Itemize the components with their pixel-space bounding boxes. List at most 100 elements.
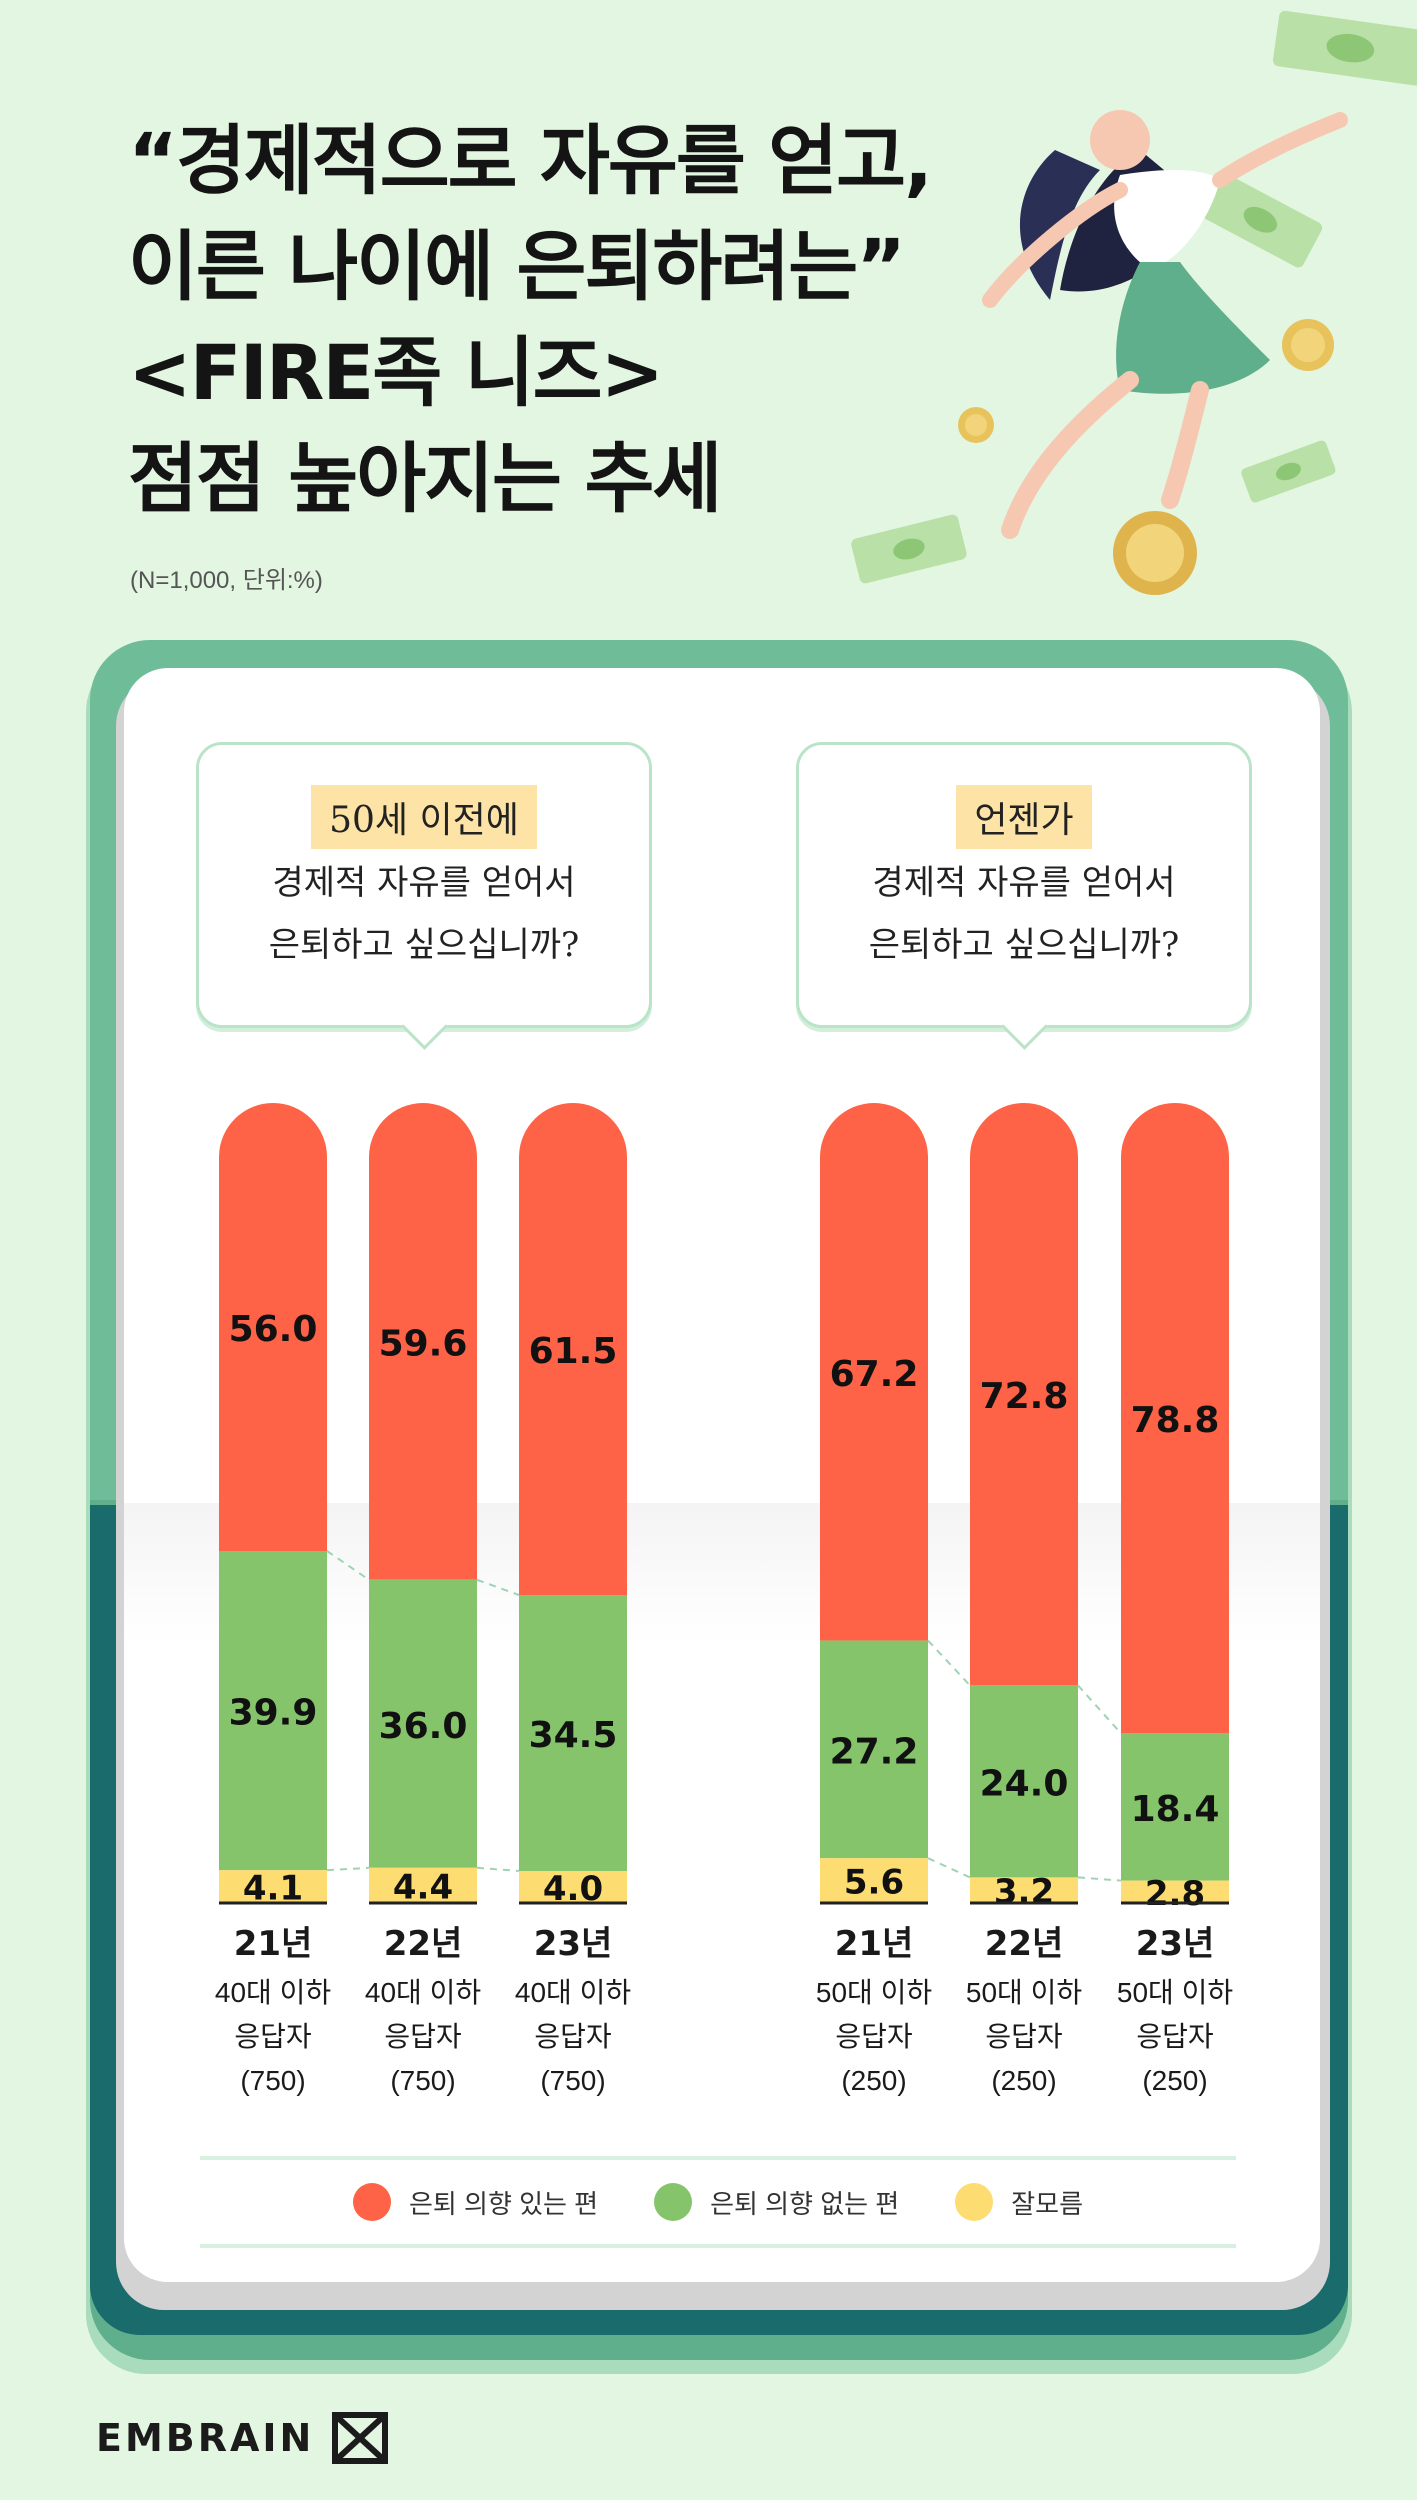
legend-label: 잘모름: [1011, 2188, 1083, 2219]
category-label: 응답자: [234, 2021, 311, 2052]
brand-name: EMBRAIN: [96, 2416, 315, 2460]
category-label: (750): [540, 2065, 605, 2096]
bar-segment-unsure: [820, 1858, 928, 1903]
question-line-2: 은퇴하고 싶으십니까?: [868, 925, 1180, 965]
data-label: 72.8: [980, 1376, 1069, 1417]
bar-segment-yes: [519, 1103, 627, 1595]
data-label: 4.4: [393, 1867, 453, 1907]
trend-connector: [1077, 1684, 1122, 1735]
category-label: 40대 이하: [215, 1977, 331, 2008]
bar-segment-yes: [369, 1103, 477, 1580]
legend-swatch-no: [654, 2183, 693, 2221]
category-label: 응답자: [835, 2021, 912, 2052]
legend-divider: [200, 2156, 1236, 2160]
bar-segment-no: [369, 1579, 477, 1868]
category-label: 23년: [534, 1924, 613, 1964]
category-label: 50대 이하: [1117, 1977, 1233, 2008]
category-label: 21년: [835, 1924, 914, 1964]
data-label: 56.0: [229, 1309, 318, 1350]
category-label: 응답자: [384, 2021, 461, 2052]
woman-figure-icon: [982, 110, 1348, 539]
legend-swatch-unsure: [955, 2183, 994, 2221]
category-label: 40대 이하: [365, 1977, 481, 2008]
legend-swatch-yes: [352, 2183, 391, 2221]
data-label: 18.4: [1131, 1789, 1220, 1830]
category-label: (250): [1142, 2065, 1207, 2096]
category-label: 응답자: [534, 2021, 611, 2052]
data-label: 59.6: [379, 1323, 468, 1364]
category-label: (750): [240, 2065, 305, 2096]
category-label: 응답자: [1136, 2021, 1213, 2052]
legend-item-no: 은퇴 의향 없는 편: [654, 2183, 899, 2221]
category-label: 응답자: [985, 2021, 1062, 2052]
trend-connector: [476, 1866, 520, 1872]
data-label: 27.2: [830, 1731, 919, 1772]
legend-label: 은퇴 의향 있는 편: [408, 2188, 599, 2219]
trend-connector: [1077, 1876, 1122, 1882]
legend-item-unsure: 잘모름: [955, 2183, 1083, 2221]
brand-logo: EMBRAIN: [96, 2412, 389, 2464]
category-label: 40대 이하: [515, 1977, 631, 2008]
category-label: 50대 이하: [966, 1977, 1082, 2008]
legend-divider: [200, 2244, 1236, 2248]
money-bill-icon: [1198, 172, 1323, 268]
bar-segment-no: [519, 1595, 627, 1871]
data-label: 78.8: [1131, 1400, 1220, 1441]
sample-note: (N=1,000, 단위:%): [130, 567, 323, 594]
bar-segment-unsure: [1121, 1880, 1229, 1903]
data-label: 3.2: [994, 1872, 1054, 1912]
embrain-mark-icon: [332, 2412, 389, 2464]
money-bill-icon: [1272, 10, 1417, 86]
question-highlight: 50세 이전에: [311, 785, 537, 849]
data-label: 39.9: [229, 1693, 318, 1734]
legend: 은퇴 의향 있는 편 은퇴 의향 없는 편 잘모름: [200, 2170, 1236, 2234]
title-line-3: <FIRE족 니즈>: [128, 328, 664, 417]
bar-segment-yes: [1121, 1103, 1229, 1734]
coin-icon: [958, 319, 1334, 595]
question-line-1: 경제적 자유를 얻어서: [272, 863, 576, 903]
data-label: 24.0: [980, 1763, 1069, 1804]
category-label: 22년: [985, 1924, 1064, 1964]
bar-segment-unsure: [519, 1871, 627, 1903]
data-label: 67.2: [830, 1354, 919, 1395]
bar-segment-no: [970, 1685, 1078, 1878]
category-label: 21년: [234, 1924, 313, 1964]
trend-connector: [927, 1857, 971, 1879]
category-label: 50대 이하: [816, 1977, 932, 2008]
question-line-1: 경제적 자유를 얻어서: [872, 863, 1176, 903]
money-bill-icon: [1241, 440, 1336, 503]
trend-connector: [326, 1550, 370, 1581]
question-line-2: 은퇴하고 싶으십니까?: [268, 925, 580, 965]
category-label: 23년: [1136, 1924, 1215, 1964]
data-label: 2.8: [1145, 1874, 1205, 1914]
bar-segment-unsure: [970, 1877, 1078, 1903]
bar-segment-no: [1121, 1733, 1229, 1881]
category-label: 22년: [384, 1924, 463, 1964]
bar-segment-unsure: [369, 1867, 477, 1903]
bar-segment-unsure: [219, 1870, 327, 1903]
trend-connector: [326, 1866, 370, 1872]
trend-connector: [476, 1578, 520, 1596]
bar-segment-yes: [820, 1103, 928, 1641]
trend-connector: [927, 1639, 971, 1687]
category-label: (250): [841, 2065, 906, 2096]
question-bubble-right: 언젠가 경제적 자유를 얻어서 은퇴하고 싶으십니까?: [796, 742, 1252, 1028]
bar-segment-no: [820, 1640, 928, 1859]
data-label: 61.5: [529, 1331, 618, 1372]
category-label: (250): [991, 2065, 1056, 2096]
data-label: 36.0: [379, 1706, 468, 1747]
title-line-2: 이른 나이에 은퇴하려는”: [128, 222, 906, 311]
data-label: 5.6: [844, 1863, 904, 1903]
title-line-1: “경제적으로 자유를 얻고,: [128, 116, 933, 205]
data-label: 34.5: [529, 1715, 618, 1756]
question-highlight: 언젠가: [956, 785, 1092, 849]
money-bill-icon: [851, 514, 967, 584]
bar-segment-yes: [219, 1103, 327, 1551]
page-title: “경제적으로 자유를 얻고, 이른 나이에 은퇴하려는” <FIRE족 니즈> …: [128, 108, 1028, 532]
legend-label: 은퇴 의향 없는 편: [710, 2188, 900, 2219]
category-label: (750): [390, 2065, 455, 2096]
title-line-4: 점점 높아지는 추세: [128, 434, 722, 523]
legend-item-yes: 은퇴 의향 있는 편: [352, 2183, 599, 2221]
bar-segment-no: [219, 1551, 327, 1871]
